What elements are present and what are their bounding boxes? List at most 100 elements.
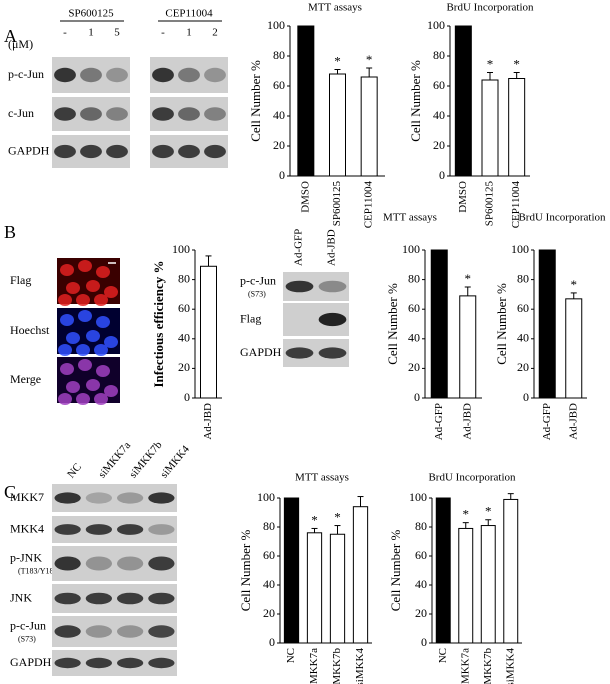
blot-band <box>318 280 347 293</box>
x-tick-label: Ad-GFP <box>541 403 553 440</box>
row-label: MKK7 <box>10 490 44 504</box>
significance: * <box>465 271 472 286</box>
y-axis-label: Infectious efficiency % <box>151 260 166 387</box>
cell <box>76 393 90 405</box>
significance: * <box>487 56 494 71</box>
blot-band <box>54 524 81 535</box>
row-sublabel: (T183/Y185) <box>18 566 61 575</box>
blot-band <box>80 107 102 121</box>
lane-label: Ad-JBD <box>326 229 338 266</box>
blot-band <box>152 107 174 121</box>
y-axis-label: Cell Number % <box>385 283 400 365</box>
y-tick-label: 80 <box>408 271 420 285</box>
cell <box>60 363 74 375</box>
bar <box>200 265 217 399</box>
cell <box>86 280 100 292</box>
blot-band <box>148 556 175 571</box>
row-label: p-c-Jun <box>10 618 46 632</box>
chart-title: MTT assays <box>383 212 437 224</box>
cell <box>66 282 80 294</box>
y-tick-label: 60 <box>517 301 529 315</box>
cell <box>96 266 110 278</box>
y-tick-label: 20 <box>273 138 285 152</box>
blot-band <box>152 67 174 83</box>
bar <box>503 498 519 644</box>
y-tick-label: 20 <box>408 360 420 374</box>
row-label: MKK4 <box>10 521 44 535</box>
image-label: Merge <box>10 372 41 386</box>
y-axis-label: Cell Number % <box>408 60 423 142</box>
lane-label: - <box>161 27 165 39</box>
blot-band <box>318 347 347 359</box>
chart-title: BrdU Incorporation <box>518 212 606 224</box>
x-tick-label: DMSO <box>457 181 469 213</box>
bar <box>329 533 346 644</box>
y-tick-label: 60 <box>273 78 285 92</box>
blot-band <box>106 67 128 83</box>
row-sublabel: (S73) <box>18 634 36 643</box>
cell <box>66 332 80 344</box>
blot-band <box>54 67 76 83</box>
chart-title: MTT assays <box>308 2 362 14</box>
x-tick-label: CEP11004 <box>363 181 375 229</box>
significance: * <box>485 504 492 519</box>
bar <box>565 298 583 399</box>
x-tick-label: siMKK4 <box>504 648 516 684</box>
y-tick-label: 40 <box>433 108 445 122</box>
blot-band <box>80 144 102 159</box>
panel-label: C <box>4 482 16 502</box>
bar <box>352 506 369 644</box>
y-tick-label: 100 <box>409 490 427 504</box>
x-tick-label: siMKK7a <box>308 648 320 684</box>
lane-label: NC <box>65 461 84 480</box>
x-tick-label: siMKK7b <box>482 648 494 684</box>
lane-label: - <box>63 27 67 39</box>
y-tick-label: 60 <box>433 78 445 92</box>
y-tick-label: 20 <box>433 138 445 152</box>
blot-band <box>80 67 102 83</box>
row-label: GAPDH <box>240 345 282 359</box>
significance: * <box>366 52 373 67</box>
blot-band <box>106 144 128 159</box>
row-label: GAPDH <box>10 655 52 669</box>
blot-band <box>85 657 112 669</box>
y-tick-label: 80 <box>263 519 275 533</box>
significance: * <box>334 510 341 525</box>
bar <box>480 525 496 644</box>
blot-band <box>117 556 144 571</box>
unit-label: (μM) <box>8 37 33 51</box>
significance: * <box>513 56 520 71</box>
cell <box>76 344 90 356</box>
blot-band <box>85 492 112 504</box>
significance: * <box>311 512 318 527</box>
blot-band <box>148 524 175 535</box>
x-tick-label: siMKK4 <box>354 648 366 684</box>
row-label: JNK <box>10 590 32 604</box>
blot-band <box>85 556 112 571</box>
y-tick-label: 20 <box>263 606 275 620</box>
blot-band <box>117 524 144 535</box>
x-tick-label: siMKK7b <box>331 648 343 684</box>
bar <box>538 249 556 399</box>
row-label: p-JNK <box>10 550 42 564</box>
bar <box>360 76 378 177</box>
lane-label: 1 <box>88 27 94 39</box>
x-tick-label: NC <box>285 648 297 663</box>
bar <box>508 78 526 177</box>
blot-band <box>117 592 144 605</box>
cell <box>94 344 108 356</box>
bar <box>430 249 448 399</box>
blot-band <box>54 144 76 159</box>
x-tick-label: Ad-JBD <box>461 403 473 440</box>
bar <box>481 79 499 177</box>
cell <box>60 314 74 326</box>
lane-label: siMKK4 <box>158 443 192 481</box>
blot-band <box>85 592 112 605</box>
y-tick-label: 40 <box>178 331 190 345</box>
y-tick-label: 80 <box>273 48 285 62</box>
blot-band <box>178 67 200 83</box>
y-tick-label: 0 <box>184 390 190 404</box>
x-tick-label: CEP11004 <box>510 181 522 229</box>
x-tick-label: NC <box>437 648 449 663</box>
